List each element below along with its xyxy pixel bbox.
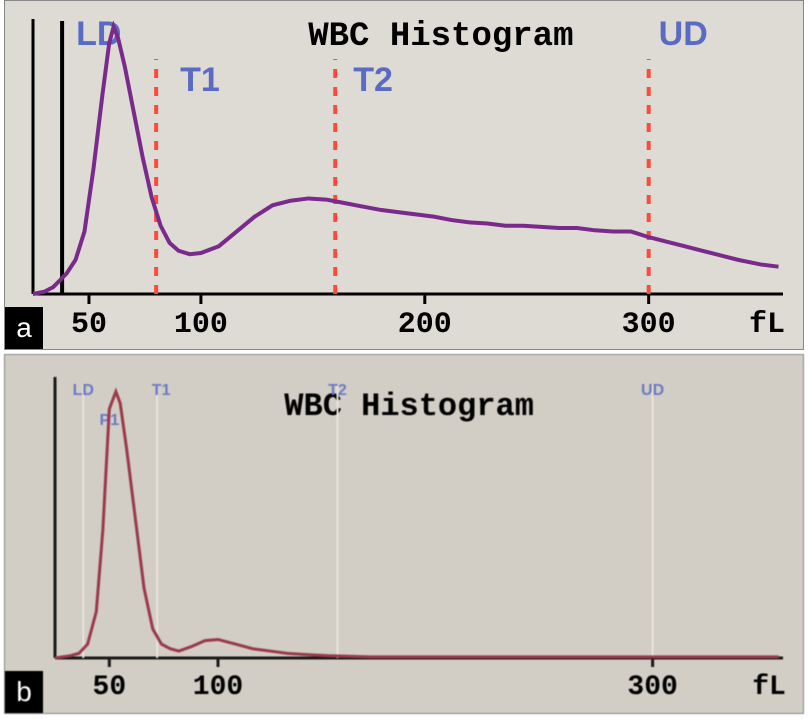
panel-b-label: b [5, 671, 43, 713]
panel-b-tick-label: 300 [627, 672, 677, 703]
panel-b-curve [55, 392, 779, 658]
panel-a-curve [33, 27, 779, 294]
panel-b-t2-label: T2 [328, 382, 347, 399]
panel-b-ud-label: UD [641, 382, 664, 399]
panel-a-svg: WBC Histogram50100200300fLLDT1T2UD [5, 1, 803, 349]
panel-a-title: WBC Histogram [308, 18, 573, 56]
panel-a-tick-label: 100 [174, 308, 228, 342]
panel-b-svg: WBC Histogram50100300fLLDT1T2UDP1 [5, 355, 803, 713]
panel-b-t1-label: T1 [152, 382, 171, 399]
panel-a-label: a [5, 307, 43, 349]
panel-a-ud-label: UD [659, 15, 708, 53]
panel-b-title: WBC Histogram [284, 388, 534, 425]
panel-b-xunit: fL [752, 672, 786, 703]
panel-a-xunit: fL [749, 308, 785, 342]
panel-a-tick-label: 300 [622, 308, 676, 342]
panel-b-tick-label: 100 [193, 672, 243, 703]
panel-a-tick-label: 200 [398, 308, 452, 342]
panel-b-ld-label: LD [73, 382, 94, 399]
panel-a-histogram: a WBC Histogram50100200300fLLDT1T2UD [4, 0, 804, 350]
panel-a-tick-label: 50 [71, 308, 107, 342]
panel-b-histogram: b WBC Histogram50100300fLLDT1T2UDP1 [4, 354, 804, 714]
panel-a-t2-label: T2 [353, 61, 393, 99]
panel-a-t1-label: T1 [180, 61, 220, 99]
panel-b-tick-label: 50 [93, 672, 127, 703]
